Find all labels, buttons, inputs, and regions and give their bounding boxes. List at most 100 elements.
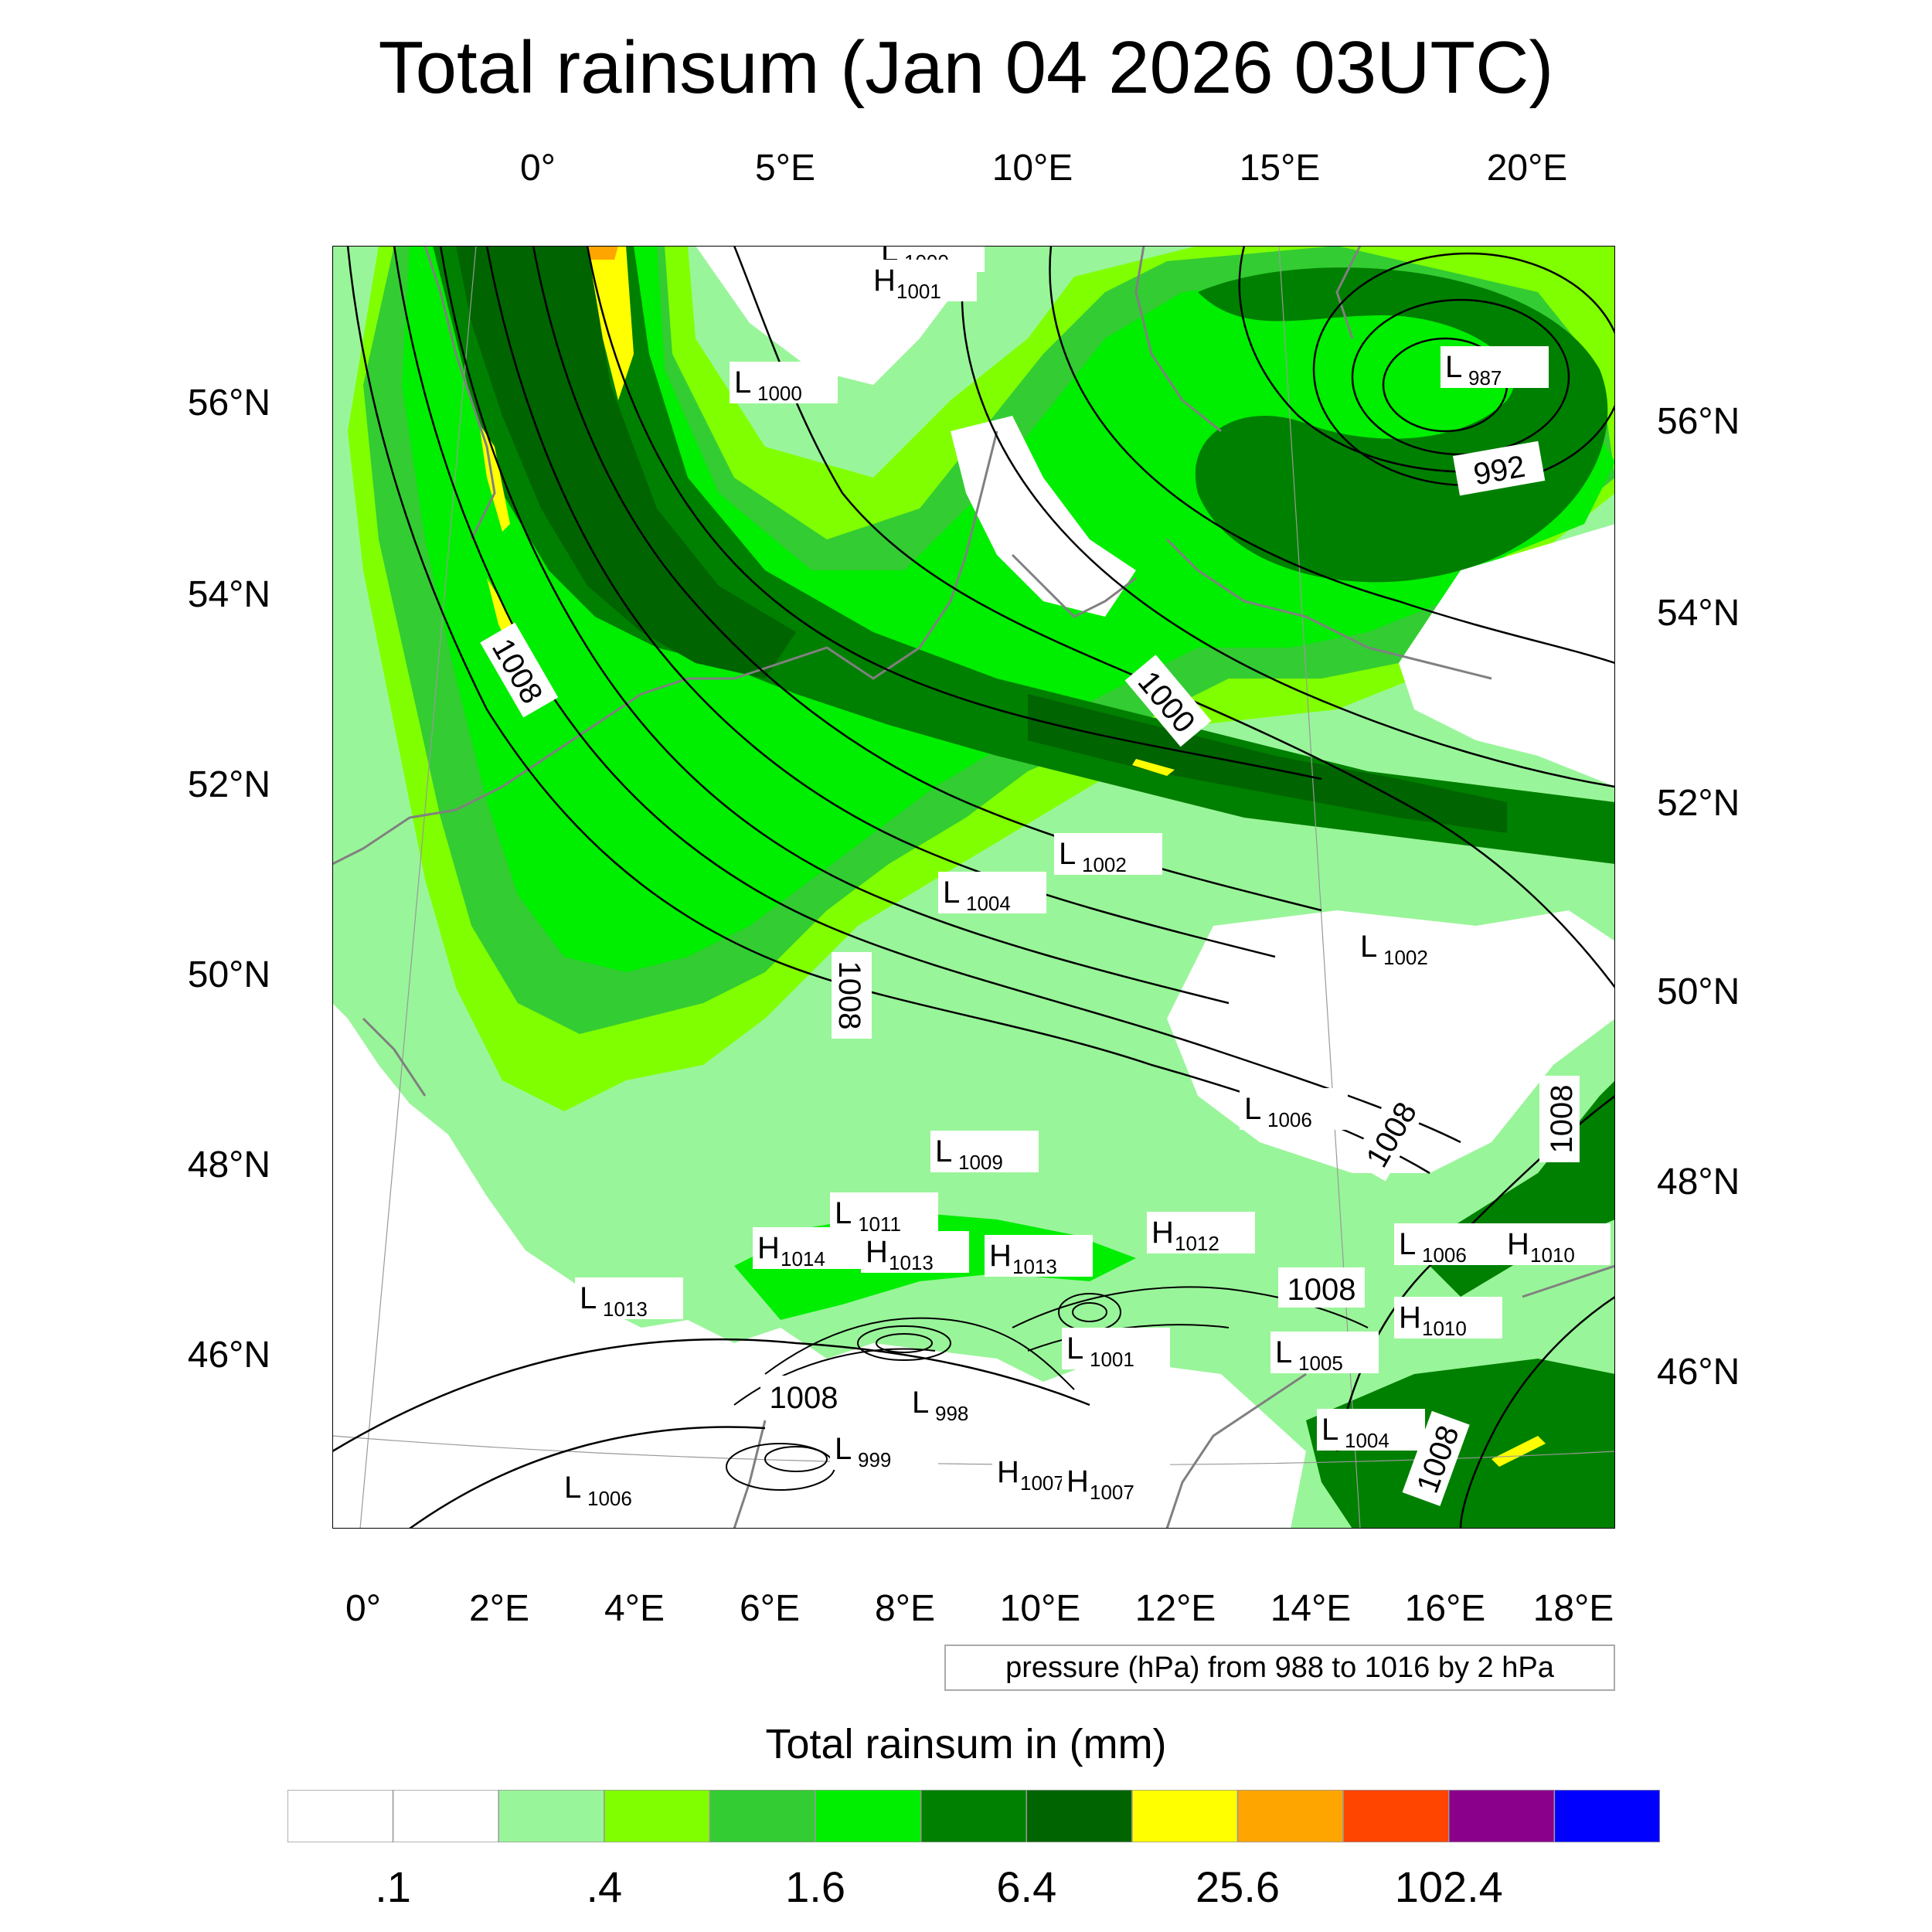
pressure-value: 999 [858,1448,891,1471]
rain-free-area-poland [1399,524,1615,787]
pressure-centre-label: L 1004 [938,872,1046,915]
pressure-value: 1001 [896,280,941,303]
colorbar-tick-label: 6.4 [996,1862,1057,1911]
bottom-longitude-label: 8°E [875,1588,935,1629]
colorbar-title: Total rainsum in (mm) [765,1721,1167,1767]
label-background [930,1131,1039,1172]
right-latitude-label: 46°N [1657,1352,1740,1393]
pressure-centre-labels: L1000H1001L1000L987L1002L1004L1002L1006L… [560,230,1611,1510]
bottom-longitude-label: 10°E [999,1588,1081,1629]
pressure-value: 1007 [1090,1481,1134,1504]
pressure-kind-letter: L [580,1281,597,1315]
pressure-kind-letter: L [1059,837,1076,871]
top-longitude-label: 10°E [992,148,1073,189]
pressure-centre-label: L 1006 [1240,1088,1348,1131]
pressure-centre-label: L 1002 [1054,833,1162,876]
colorbar-swatch [920,1790,1028,1842]
label-background [1147,1212,1255,1253]
label-background [1054,833,1162,875]
bottom-longitude-label: 4°E [604,1588,665,1629]
bottom-longitude-label: 6°E [740,1588,800,1629]
pressure-centre-label: L 987 [1440,346,1549,389]
pressure-centre-label: L 1004 [1317,1409,1425,1452]
map-panel: L1000H1001L1000L987L1002L1004L1002L1006L… [332,230,1624,1530]
label-background [1502,1223,1611,1265]
heavy-rain-strip-1 [587,246,634,400]
pressure-kind-letter: L [835,1432,852,1466]
pressure-kind-letter: H [1399,1301,1421,1335]
colorbar-swatch [498,1790,605,1842]
rain-area-dark-3 [1028,694,1507,833]
label-background [1350,1086,1429,1182]
pressure-value: 1006 [587,1487,632,1510]
isobar-value-label: 992 [1452,440,1546,496]
label-background [907,1382,1015,1423]
label-background [985,1235,1093,1277]
pressure-kind-letter: L [912,1386,929,1420]
colorbar-swatch [709,1790,816,1842]
pressure-kind-letter: H [1151,1216,1174,1250]
label-background [1539,1076,1580,1162]
map-title: Total rainsum (Jan 04 2026 03UTC) [378,26,1554,109]
colorbar-swatch [604,1790,711,1842]
pressure-kind-letter: H [997,1455,1019,1489]
bottom-longitude-label: 12°E [1134,1588,1216,1629]
pressure-info-box: pressure (hPa) from 988 to 1016 by 2 hPa [944,1645,1615,1691]
label-background [830,1428,938,1470]
bottom-longitude-label: 16°E [1404,1588,1486,1629]
left-latitude-label: 50°N [187,954,270,995]
label-background [1270,1332,1379,1373]
top-longitude-label: 15°E [1239,148,1321,189]
isobar-value-label: 1008 [832,952,872,1039]
pressure-kind-letter: L [1244,1092,1261,1126]
left-latitude-label: 52°N [187,764,270,805]
pressure-kind-letter: L [1445,350,1462,384]
top-longitude-label: 0° [520,148,556,189]
colorbar-swatch [1236,1790,1344,1842]
label-background [1240,1088,1348,1130]
label-background [560,1467,668,1509]
pressure-kind-letter: L [935,1134,952,1168]
label-background [1402,1410,1470,1506]
isobar-value: 1008 [1287,1273,1356,1307]
pressure-value: 1013 [889,1251,934,1274]
colorbar-swatch [1026,1790,1133,1842]
pressure-value: 1007 [1020,1471,1065,1495]
pressure-kind-letter: L [1360,930,1377,964]
pressure-centre-label: L 1006 [560,1467,668,1510]
heavy-rain-strip-6 [1492,1436,1546,1467]
colorbar-swatch [1342,1790,1450,1842]
label-background [1440,346,1549,388]
pressure-value: 1013 [1012,1255,1057,1278]
pressure-centre-label: H 1012 [1147,1212,1255,1255]
colorbar [287,1790,1660,1842]
label-background [730,362,838,403]
pressure-value: 1013 [603,1298,648,1321]
pressure-kind-letter: L [1066,1332,1083,1366]
isobar-value: 1008 [1545,1085,1579,1154]
pressure-value: 1006 [1267,1108,1312,1131]
pressure-centre-label: L 1001 [1062,1328,1170,1371]
label-background [861,1231,969,1273]
right-latitude-label: 50°N [1657,971,1740,1012]
isobars [332,245,1624,1530]
isobar-value-label: 1008 [760,1376,847,1416]
pressure-kind-letter: H [757,1231,780,1265]
label-background [832,952,872,1039]
pressure-value: 1004 [966,892,1011,915]
label-background [869,260,977,301]
pressure-value: 1000 [757,382,802,405]
pressure-kind-letter: L [734,366,751,400]
pressure-centre-label: H 1010 [1394,1297,1502,1340]
colorbar-tick-label: 1.6 [785,1862,845,1911]
colorbar-swatch [392,1790,499,1842]
pressure-kind-letter: H [989,1239,1012,1273]
label-background [575,1277,683,1319]
pressure-kind-letter: L [1399,1227,1416,1261]
pressure-value: 1001 [1090,1348,1134,1371]
colorbar-swatch [815,1790,922,1842]
colorbar-swatch [1553,1790,1660,1842]
colorbar-swatch [287,1790,394,1842]
colorbar-tick-label: .1 [375,1862,411,1911]
map-frame: L1000H1001L1000L987L1002L1004L1002L1006L… [332,230,1624,1530]
